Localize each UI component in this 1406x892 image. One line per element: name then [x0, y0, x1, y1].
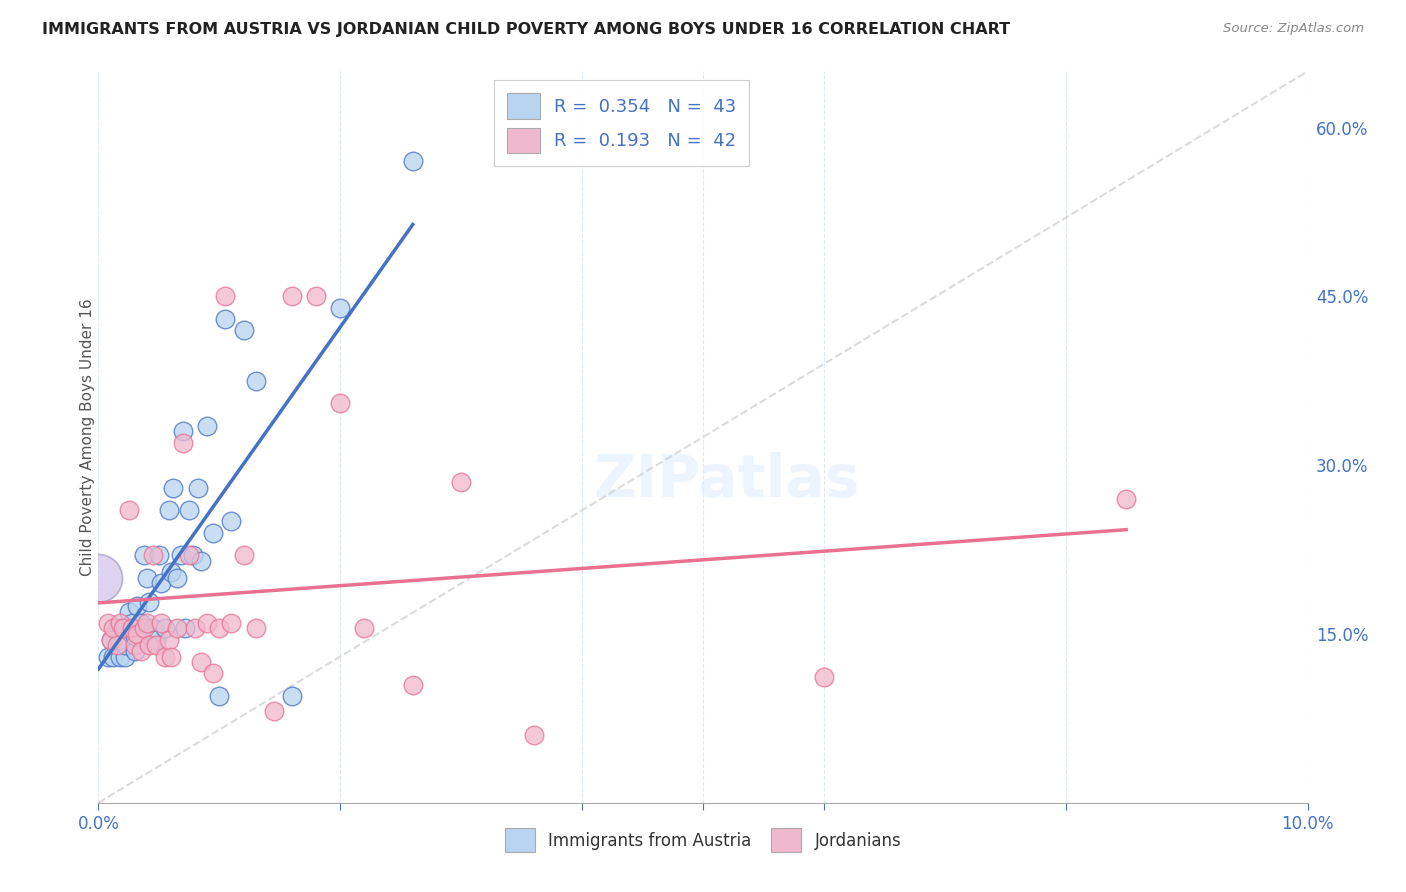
Point — [148, 548, 170, 562]
Text: IMMIGRANTS FROM AUSTRIA VS JORDANIAN CHILD POVERTY AMONG BOYS UNDER 16 CORRELATI: IMMIGRANTS FROM AUSTRIA VS JORDANIAN CHI… — [42, 22, 1011, 37]
Point — [101, 621, 124, 635]
Point — [108, 632, 131, 647]
Y-axis label: Child Poverty Among Boys Under 16: Child Poverty Among Boys Under 16 — [80, 298, 94, 576]
Point — [450, 475, 472, 489]
Point — [129, 644, 152, 658]
Point — [160, 649, 183, 664]
Point — [190, 554, 212, 568]
Point — [305, 289, 328, 303]
Point — [145, 632, 167, 647]
Point — [97, 615, 120, 630]
Point — [232, 548, 254, 562]
Point — [329, 301, 352, 315]
Point — [263, 704, 285, 718]
Point — [108, 615, 131, 630]
Point — [1115, 491, 1137, 506]
Point — [150, 576, 173, 591]
Point — [135, 615, 157, 630]
Legend: Immigrants from Austria, Jordanians: Immigrants from Austria, Jordanians — [496, 820, 910, 860]
Point — [135, 571, 157, 585]
Point — [162, 481, 184, 495]
Point — [172, 425, 194, 439]
Point — [166, 571, 188, 585]
Point — [129, 615, 152, 630]
Point — [187, 481, 209, 495]
Point — [214, 312, 236, 326]
Point — [157, 632, 180, 647]
Point — [114, 649, 136, 664]
Point — [87, 571, 110, 585]
Point — [245, 374, 267, 388]
Point — [169, 548, 191, 562]
Point — [160, 565, 183, 579]
Point — [329, 396, 352, 410]
Point — [179, 503, 201, 517]
Point — [111, 621, 134, 635]
Point — [114, 638, 136, 652]
Text: ZIPatlas: ZIPatlas — [593, 452, 860, 509]
Point — [281, 689, 304, 703]
Point — [523, 728, 546, 742]
Point — [402, 154, 425, 169]
Point — [153, 649, 176, 664]
Point — [138, 638, 160, 652]
Point — [108, 649, 131, 664]
Text: Source: ZipAtlas.com: Source: ZipAtlas.com — [1223, 22, 1364, 36]
Point — [221, 615, 243, 630]
Point — [100, 632, 122, 647]
Point — [127, 627, 149, 641]
Point — [150, 615, 173, 630]
Point — [181, 548, 204, 562]
Point — [208, 621, 231, 635]
Point — [124, 644, 146, 658]
Point — [105, 621, 128, 635]
Point — [105, 638, 128, 652]
Point — [153, 621, 176, 635]
Point — [101, 649, 124, 664]
Point — [138, 595, 160, 609]
Point — [214, 289, 236, 303]
Point — [195, 615, 218, 630]
Point — [134, 548, 156, 562]
Point — [134, 621, 156, 635]
Point — [157, 503, 180, 517]
Point — [245, 621, 267, 635]
Point — [166, 621, 188, 635]
Point — [190, 655, 212, 669]
Point — [124, 638, 146, 652]
Point — [402, 678, 425, 692]
Point — [118, 605, 141, 619]
Point — [813, 670, 835, 684]
Point — [124, 629, 146, 643]
Point — [97, 649, 120, 664]
Point — [145, 638, 167, 652]
Point — [208, 689, 231, 703]
Point — [202, 525, 225, 540]
Point — [195, 418, 218, 433]
Point — [179, 548, 201, 562]
Point — [353, 621, 375, 635]
Point — [142, 621, 165, 635]
Point — [100, 632, 122, 647]
Point — [121, 615, 143, 630]
Point — [184, 621, 207, 635]
Point — [142, 548, 165, 562]
Point — [232, 323, 254, 337]
Point — [172, 435, 194, 450]
Point — [202, 666, 225, 681]
Point — [118, 503, 141, 517]
Point — [174, 621, 197, 635]
Point — [281, 289, 304, 303]
Point — [121, 621, 143, 635]
Point — [127, 599, 149, 613]
Point — [221, 515, 243, 529]
